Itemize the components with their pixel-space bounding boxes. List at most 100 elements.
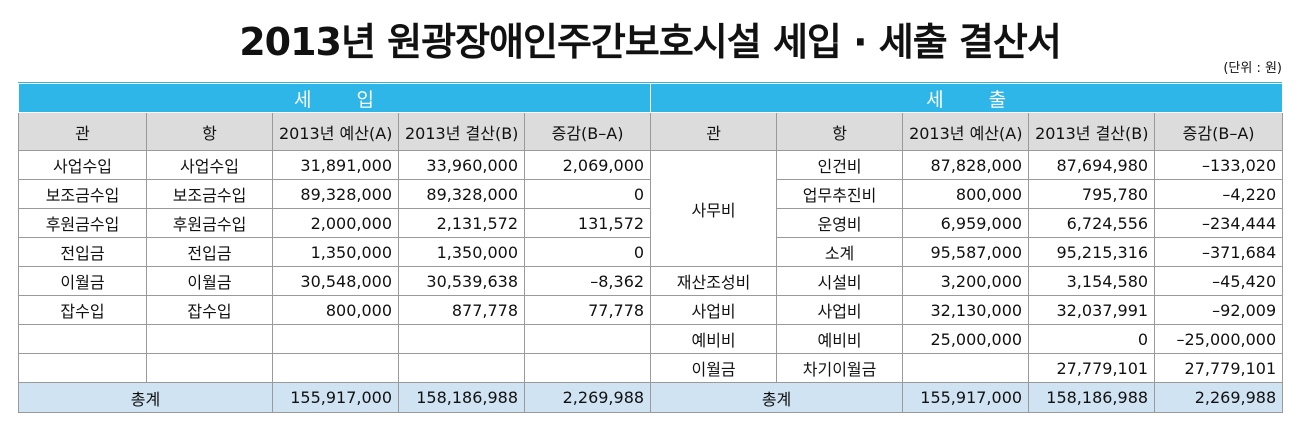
expense-settlement: 0 (1028, 324, 1156, 354)
income-budget: 30,548,000 (272, 266, 399, 296)
income-hang (146, 353, 273, 383)
income-settlement: 33,960,000 (398, 150, 525, 180)
income-settlement: 2,131,572 (398, 208, 525, 238)
expense-settlement: 95,215,316 (1028, 237, 1156, 267)
income-hang: 전입금 (146, 237, 273, 267)
income-change: 131,572 (523, 208, 652, 238)
expense-change: –371,684 (1154, 237, 1284, 267)
income-hang: 사업수입 (146, 150, 273, 180)
table-row: 잡수입 잡수입 800,000 877,778 77,778 사업비 사업비 3… (18, 295, 1284, 325)
expense-budget: 3,200,000 (902, 266, 1030, 296)
expense-budget: 95,587,000 (902, 237, 1030, 267)
income-hang: 보조금수입 (146, 179, 273, 209)
income-settlement: 89,328,000 (398, 179, 525, 209)
income-gwan: 잡수입 (18, 295, 147, 325)
income-total-change: 2,269,988 (523, 382, 652, 413)
column-header: 관 (650, 112, 778, 151)
expense-settlement: 87,694,980 (1028, 150, 1156, 180)
expense-change: –234,444 (1154, 208, 1284, 238)
income-gwan: 사업수입 (18, 150, 147, 180)
income-settlement (398, 353, 525, 383)
expense-budget: 87,828,000 (902, 150, 1030, 180)
income-gwan: 전입금 (18, 237, 147, 267)
expense-hang: 소계 (776, 237, 904, 267)
column-header: 2013년 결산(B) (1028, 112, 1156, 151)
income-total-label: 총계 (18, 382, 273, 413)
expense-budget: 25,000,000 (902, 324, 1030, 354)
column-header: 2013년 예산(A) (272, 112, 399, 151)
expense-hang: 업무추진비 (776, 179, 904, 209)
income-total-settlement: 158,186,988 (398, 382, 525, 413)
income-budget: 89,328,000 (272, 179, 399, 209)
expense-gwan: 이월금 (650, 353, 778, 383)
expense-change: –25,000,000 (1154, 324, 1284, 354)
income-total-budget: 155,917,000 (272, 382, 399, 413)
income-budget (272, 353, 399, 383)
income-hang: 후원금수입 (146, 208, 273, 238)
income-gwan: 보조금수입 (18, 179, 147, 209)
income-change: –8,362 (523, 266, 652, 296)
income-budget: 800,000 (272, 295, 399, 325)
expense-settlement: 32,037,991 (1028, 295, 1156, 325)
column-header: 항 (776, 112, 904, 151)
expense-total-label: 총계 (650, 382, 904, 413)
column-header-row: 관 항 2013년 예산(A) 2013년 결산(B) 증감(B–A) 관 항 … (18, 112, 1284, 151)
expense-budget: 6,959,000 (902, 208, 1030, 238)
income-change: 0 (523, 237, 652, 267)
expense-budget: 800,000 (902, 179, 1030, 209)
column-header: 2013년 예산(A) (902, 112, 1030, 151)
expense-change: –92,009 (1154, 295, 1284, 325)
expense-change: –45,420 (1154, 266, 1284, 296)
column-header: 관 (18, 112, 147, 151)
column-header: 증감(B–A) (523, 112, 652, 151)
table-row: 예비비 예비비 25,000,000 0 –25,000,000 (18, 324, 1284, 354)
income-budget: 31,891,000 (272, 150, 399, 180)
expense-total-change: 2,269,988 (1154, 382, 1284, 413)
income-gwan (18, 353, 147, 383)
total-row: 총계 155,917,000 158,186,988 2,269,988 총계 … (18, 382, 1284, 413)
expense-budget: 32,130,000 (902, 295, 1030, 325)
table-row: 후원금수입 후원금수입 2,000,000 2,131,572 131,572 … (18, 208, 1284, 238)
income-budget (272, 324, 399, 354)
expense-hang: 인건비 (776, 150, 904, 180)
income-settlement (398, 324, 525, 354)
income-settlement: 877,778 (398, 295, 525, 325)
unit-note: (단위 : 원) (1223, 61, 1282, 76)
expense-hang: 예비비 (776, 324, 904, 354)
expense-hang: 사업비 (776, 295, 904, 325)
income-gwan: 후원금수입 (18, 208, 147, 238)
expense-change: –4,220 (1154, 179, 1284, 209)
expense-change: 27,779,101 (1154, 353, 1284, 383)
income-budget: 2,000,000 (272, 208, 399, 238)
column-header: 증감(B–A) (1154, 112, 1284, 151)
income-settlement: 1,350,000 (398, 237, 525, 267)
table-row: 사업수입 사업수입 31,891,000 33,960,000 2,069,00… (18, 150, 1284, 267)
expense-hang: 차기이월금 (776, 353, 904, 383)
income-change (523, 353, 652, 383)
income-change: 2,069,000 (523, 150, 652, 180)
page-title: 2013년 원광장애인주간보호시설 세입 · 세출 결산서 (239, 20, 1062, 64)
income-budget: 1,350,000 (272, 237, 399, 267)
expense-hang: 운영비 (776, 208, 904, 238)
table-row: 이월금 이월금 30,548,000 30,539,638 –8,362 재산조… (18, 266, 1284, 296)
expense-budget (902, 353, 1030, 383)
expense-gwan: 사무비 (650, 150, 778, 267)
income-hang: 이월금 (146, 266, 273, 296)
expense-hang: 시설비 (776, 266, 904, 296)
expense-settlement: 3,154,580 (1028, 266, 1156, 296)
expense-total-budget: 155,917,000 (902, 382, 1030, 413)
expense-gwan: 사업비 (650, 295, 778, 325)
expense-settlement: 27,779,101 (1028, 353, 1156, 383)
income-change: 77,778 (523, 295, 652, 325)
income-change (523, 324, 652, 354)
expense-settlement: 795,780 (1028, 179, 1156, 209)
table-row: 보조금수입 보조금수입 89,328,000 89,328,000 0 업무추진… (18, 179, 1284, 209)
expense-gwan: 재산조성비 (650, 266, 778, 296)
income-hang: 잡수입 (146, 295, 273, 325)
income-gwan (18, 324, 147, 354)
